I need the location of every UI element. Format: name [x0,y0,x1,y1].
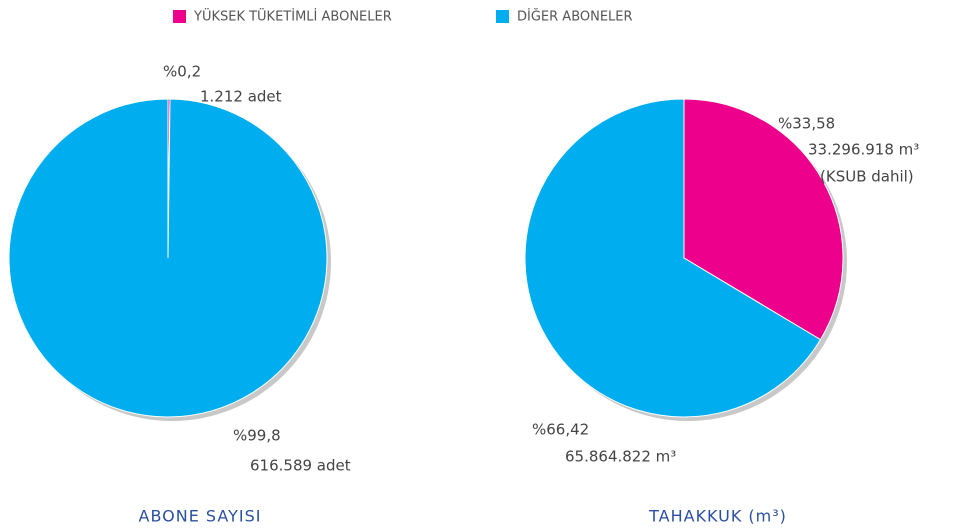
legend-swatch [173,10,186,23]
legend-swatch [496,10,509,23]
value-label: %33,58 [778,115,835,133]
annotation: 1.212 adet [200,88,282,106]
annotation: 33.296.918 m³ [808,141,919,159]
annotation: (KSUB dahil) [820,168,914,186]
pie-slice [683,98,844,341]
value-label: %66,42 [532,421,589,439]
legend-label: YÜKSEK TÜKETİMLİ ABONELER [193,8,392,25]
pie-slice [8,98,328,418]
value-label: %0,2 [163,63,201,81]
value-label: %99,8 [233,427,281,445]
pie-slice [524,98,822,418]
annotation: 616.589 adet [250,457,351,475]
chart-title: ABONE SAYISI [139,507,262,526]
annotation: 65.864.822 m³ [565,448,676,466]
legend-label: DİĞER ABONELER [517,9,633,25]
chart-title: TAHAKKUK (m³) [648,507,787,526]
